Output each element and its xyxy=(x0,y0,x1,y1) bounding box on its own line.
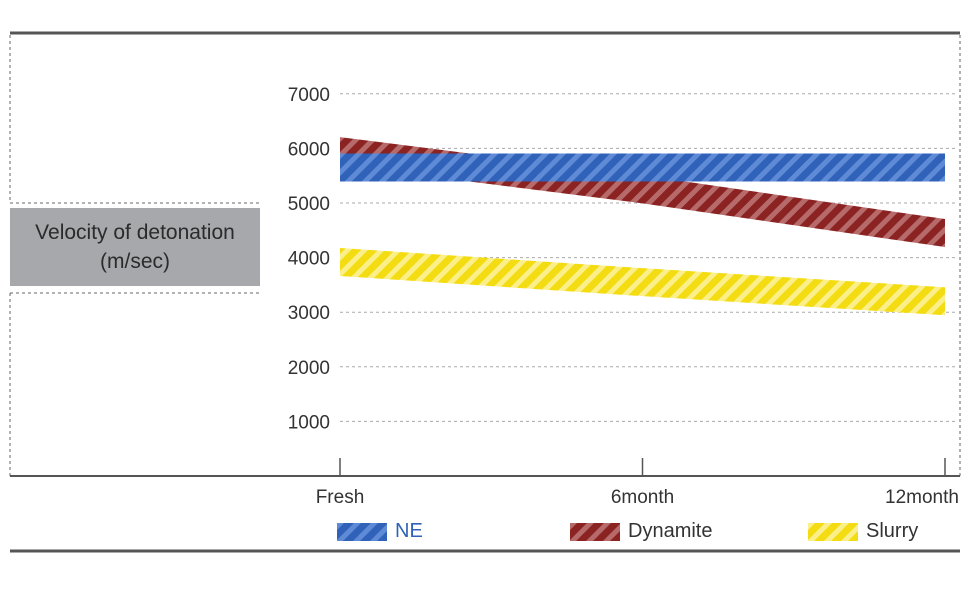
y-tick-labels: 1000 2000 3000 4000 5000 6000 7000 xyxy=(288,85,330,434)
y-axis-label-line1: Velocity of detonation xyxy=(35,221,235,244)
legend-label-slurry: Slurry xyxy=(866,520,919,542)
series-band-ne xyxy=(340,153,945,182)
y-tick-label: 4000 xyxy=(288,249,330,270)
x-tick-label: Fresh xyxy=(316,487,365,508)
legend-label-ne: NE xyxy=(395,520,423,542)
legend: NE Dynamite Slurry xyxy=(0,520,969,550)
y-axis-label-line2: (m/sec) xyxy=(100,250,170,273)
legend-label-dynamite: Dynamite xyxy=(628,520,713,542)
y-tick-label: 5000 xyxy=(288,194,330,215)
y-tick-label: 7000 xyxy=(288,85,330,106)
series-band-slurry xyxy=(340,247,945,316)
y-tick-label: 1000 xyxy=(288,412,330,433)
y-axis-label: Velocity of detonation (m/sec) xyxy=(10,208,260,286)
legend-item-slurry: Slurry xyxy=(808,520,918,543)
series-bands xyxy=(340,137,945,316)
x-tick-label: 12month xyxy=(885,487,959,508)
y-tick-label: 2000 xyxy=(288,358,330,379)
x-ticks: Fresh 6month 12month xyxy=(316,458,959,508)
y-tick-label: 3000 xyxy=(288,303,330,324)
x-tick-label: 6month xyxy=(611,487,674,508)
y-tick-label: 6000 xyxy=(288,139,330,160)
legend-swatch-dynamite xyxy=(570,522,620,541)
legend-swatch-ne xyxy=(337,522,387,541)
legend-item-ne: NE xyxy=(337,520,423,543)
legend-item-dynamite: Dynamite xyxy=(570,520,712,543)
legend-swatch-slurry xyxy=(808,522,858,541)
